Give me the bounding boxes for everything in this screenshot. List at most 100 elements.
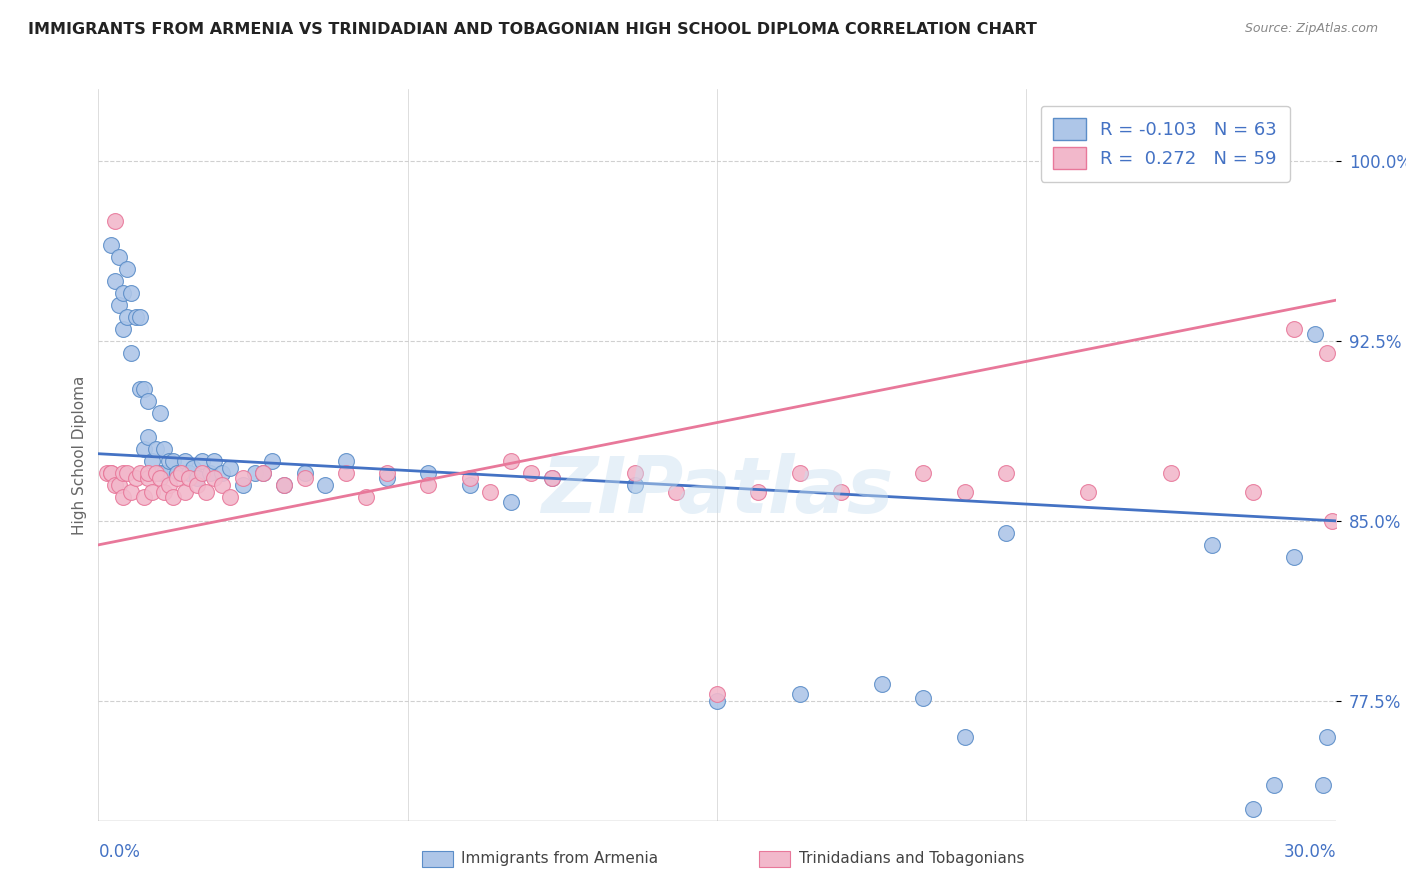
Point <box>994 525 1017 540</box>
Point <box>1284 549 1306 564</box>
Point <box>335 454 357 468</box>
Point <box>458 471 481 485</box>
Point <box>1320 514 1343 528</box>
Point <box>479 485 502 500</box>
Point <box>141 485 163 500</box>
Point <box>1316 730 1339 744</box>
Point <box>260 454 283 468</box>
Text: ZIPatlas: ZIPatlas <box>541 453 893 530</box>
Point <box>232 478 254 492</box>
Point <box>128 310 150 324</box>
Point <box>994 466 1017 480</box>
Point <box>128 466 150 480</box>
Y-axis label: High School Diploma: High School Diploma <box>72 376 87 534</box>
Point <box>953 730 976 744</box>
Point <box>108 250 131 264</box>
Point <box>112 466 135 480</box>
Point <box>665 485 688 500</box>
Point <box>1316 346 1339 360</box>
Point <box>499 454 522 468</box>
Point <box>1284 322 1306 336</box>
Point <box>174 454 197 468</box>
Point <box>418 478 440 492</box>
Point <box>186 471 208 485</box>
Point <box>174 485 197 500</box>
Point <box>499 494 522 508</box>
Point <box>117 262 139 277</box>
Point <box>112 490 135 504</box>
Point <box>1160 466 1182 480</box>
Point <box>170 466 193 480</box>
Point <box>104 478 127 492</box>
Point <box>202 471 225 485</box>
Point <box>243 466 266 480</box>
Point <box>128 382 150 396</box>
Point <box>294 466 316 480</box>
Point <box>112 322 135 336</box>
Point <box>132 442 155 456</box>
Point <box>186 478 208 492</box>
Point <box>830 485 852 500</box>
Point <box>132 382 155 396</box>
Point <box>789 466 811 480</box>
Point <box>706 694 728 708</box>
Point <box>706 687 728 701</box>
Point <box>273 478 295 492</box>
Point <box>162 490 184 504</box>
Point <box>100 466 122 480</box>
Point <box>202 454 225 468</box>
Point <box>157 454 180 468</box>
Point <box>1263 778 1285 792</box>
Point <box>375 466 398 480</box>
Point <box>170 466 193 480</box>
Point <box>136 466 159 480</box>
Point <box>870 677 893 691</box>
Point <box>541 471 564 485</box>
Point <box>335 466 357 480</box>
Point <box>912 691 935 706</box>
Point <box>1077 485 1099 500</box>
Point <box>124 471 146 485</box>
Point <box>294 471 316 485</box>
Text: Trinidadians and Tobagonians: Trinidadians and Tobagonians <box>799 852 1024 866</box>
Point <box>166 466 188 480</box>
Point <box>145 442 167 456</box>
Point <box>179 471 201 485</box>
Point <box>953 485 976 500</box>
Point <box>194 485 217 500</box>
Point <box>520 466 543 480</box>
Point <box>104 214 127 228</box>
Point <box>219 461 242 475</box>
Point <box>104 274 127 288</box>
Point <box>232 471 254 485</box>
Legend: R = -0.103   N = 63, R =  0.272   N = 59: R = -0.103 N = 63, R = 0.272 N = 59 <box>1040 105 1289 182</box>
Point <box>166 471 188 485</box>
Point <box>136 394 159 409</box>
Point <box>120 485 142 500</box>
Point <box>117 310 139 324</box>
Point <box>211 478 233 492</box>
Point <box>149 406 172 420</box>
Point <box>1201 538 1223 552</box>
Point <box>1241 802 1264 816</box>
Point <box>100 466 122 480</box>
Text: Immigrants from Armenia: Immigrants from Armenia <box>461 852 658 866</box>
Point <box>375 471 398 485</box>
Point <box>100 238 122 252</box>
Point <box>1312 778 1334 792</box>
Point <box>252 466 274 480</box>
Point <box>132 490 155 504</box>
Point <box>120 286 142 301</box>
Point <box>136 471 159 485</box>
Point <box>141 454 163 468</box>
Text: IMMIGRANTS FROM ARMENIA VS TRINIDADIAN AND TOBAGONIAN HIGH SCHOOL DIPLOMA CORREL: IMMIGRANTS FROM ARMENIA VS TRINIDADIAN A… <box>28 22 1038 37</box>
Text: Source: ZipAtlas.com: Source: ZipAtlas.com <box>1244 22 1378 36</box>
Point <box>314 478 336 492</box>
Point <box>252 466 274 480</box>
Point <box>623 478 645 492</box>
Point <box>96 466 118 480</box>
Point <box>623 466 645 480</box>
Point <box>789 687 811 701</box>
Point <box>108 298 131 312</box>
Point <box>153 485 176 500</box>
